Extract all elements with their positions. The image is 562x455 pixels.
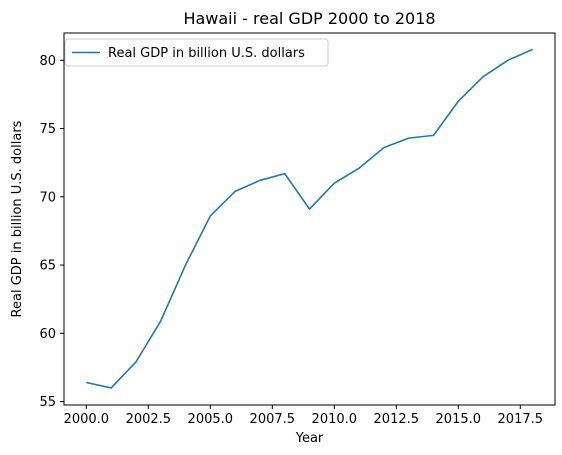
y-tick-label: 65 <box>39 259 56 274</box>
legend-box <box>64 38 329 67</box>
x-tick-label: 2000.0 <box>64 412 110 427</box>
x-tick-label: 2015.0 <box>436 412 482 427</box>
y-tick-label: 80 <box>39 54 56 69</box>
x-axis-label: Year <box>295 431 324 446</box>
legend: Real GDP in billion U.S. dollars <box>64 38 329 67</box>
x-tick-label: 2002.5 <box>126 412 172 427</box>
y-axis-label: Real GDP in billion U.S. dollars <box>10 120 25 317</box>
x-tick-label: 2005.0 <box>188 412 234 427</box>
axis-ticks: 2000.0 2002.5 2005.0 2007.5 2010.0 2012.5 2015… <box>39 54 543 427</box>
plot-frame <box>63 32 556 406</box>
x-tick-label: 2010.0 <box>312 412 358 427</box>
chart-title: Hawaii - real GDP 2000 to 2018 <box>183 9 435 28</box>
series-line-real-gdp <box>86 48 534 389</box>
y-tick-label: 70 <box>39 190 56 205</box>
x-tick-label: 2007.5 <box>250 412 296 427</box>
y-tick-label: 60 <box>39 327 56 342</box>
series-group <box>86 48 534 389</box>
x-tick-label: 2012.5 <box>374 412 420 427</box>
y-tick-label: 55 <box>39 395 56 410</box>
legend-label: Real GDP in billion U.S. dollars <box>108 46 305 61</box>
x-tick-label: 2017.5 <box>498 412 544 427</box>
y-tick-label: 75 <box>39 122 56 137</box>
